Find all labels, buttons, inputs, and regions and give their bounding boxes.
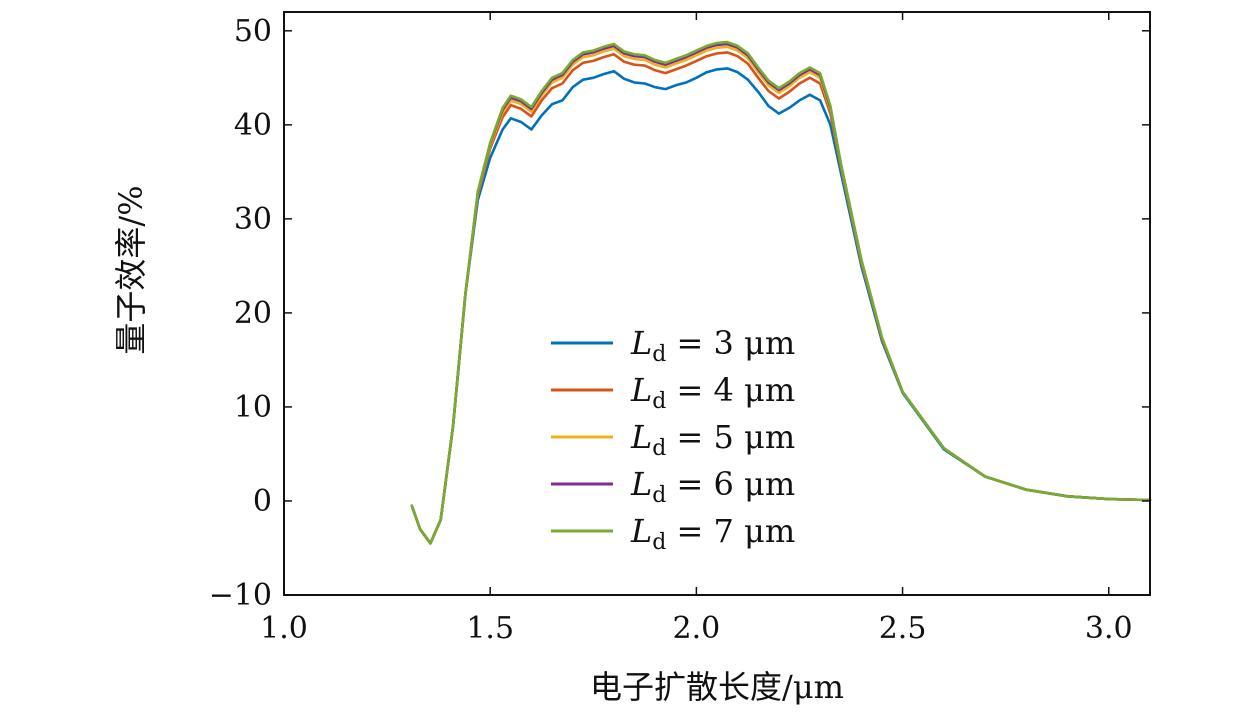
axis-ticks: 1.0 1.5 2.0 2.5 3.0 −10 0 10 20 30 40 50 <box>209 12 1150 646</box>
x-axis-label: 电子扩散长度/μm <box>590 668 844 706</box>
plot-frame <box>283 11 1151 596</box>
x-tick-label: 1.0 <box>260 611 308 646</box>
x-tick-label: 2.0 <box>673 611 721 646</box>
y-tick-label: 20 <box>234 296 272 331</box>
legend-label-5: Ld = 5 μm <box>630 418 795 461</box>
y-tick-label: −10 <box>209 578 272 613</box>
legend-label-4: Ld = 4 μm <box>630 371 795 414</box>
y-tick-label: 40 <box>234 108 272 143</box>
series-layer <box>410 40 1152 545</box>
x-tick-label: 2.5 <box>879 611 927 646</box>
series-line-7 <box>410 40 1152 545</box>
legend-label-6: Ld = 6 μm <box>630 465 795 508</box>
y-tick-label: 0 <box>253 484 272 519</box>
y-tick-label: 10 <box>234 390 272 425</box>
legend-label-3: Ld = 3 μm <box>630 324 795 367</box>
legend-label-7: Ld = 7 μm <box>630 512 795 555</box>
y-tick-label: 50 <box>234 14 272 49</box>
y-tick-label: 30 <box>234 202 272 237</box>
x-tick-label: 1.5 <box>466 611 514 646</box>
y-axis-label: 量子效率/% <box>112 185 150 354</box>
x-tick-label: 3.0 <box>1085 611 1133 646</box>
